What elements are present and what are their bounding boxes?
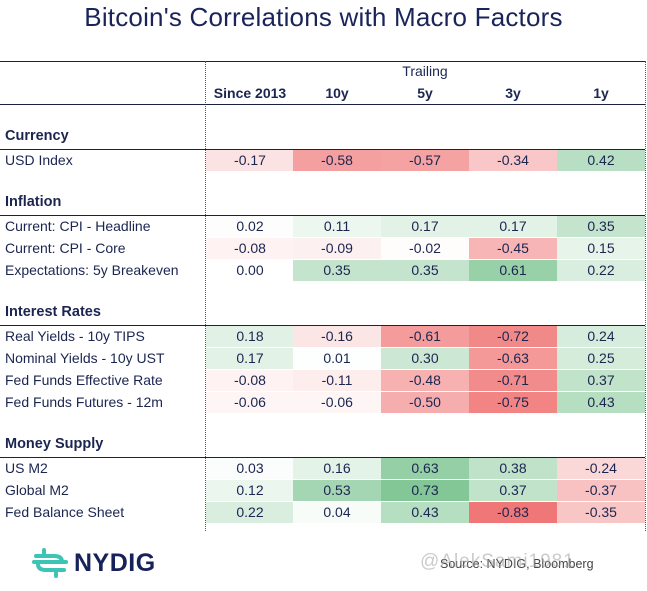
table-right-border bbox=[645, 61, 646, 531]
heatmap-cell: 0.53 bbox=[293, 480, 381, 501]
heatmap-cell: 0.43 bbox=[557, 392, 645, 413]
heatmap-cell: 0.03 bbox=[206, 458, 294, 479]
section-divider bbox=[0, 325, 645, 326]
heatmap-cell: 0.37 bbox=[469, 480, 557, 501]
section-header: Inflation bbox=[5, 194, 62, 210]
heatmap-cell: 0.04 bbox=[293, 502, 381, 523]
heatmap-cell: -0.83 bbox=[469, 502, 557, 523]
source-note: Source: NYDIG, Bloomberg bbox=[440, 557, 594, 571]
heatmap-cell: -0.24 bbox=[557, 458, 645, 479]
row-label: Fed Balance Sheet bbox=[5, 504, 125, 520]
heatmap-cell: 0.30 bbox=[381, 348, 469, 369]
heatmap-cell: -0.50 bbox=[381, 392, 469, 413]
heatmap-cell: -0.17 bbox=[206, 150, 294, 171]
heatmap-cell: -0.09 bbox=[293, 238, 381, 259]
heatmap-cell: -0.06 bbox=[293, 392, 381, 413]
heatmap-cell: 0.22 bbox=[206, 502, 294, 523]
heatmap-cell: -0.61 bbox=[381, 326, 469, 347]
heatmap-cell: 0.17 bbox=[469, 216, 557, 237]
heatmap-cell: 0.11 bbox=[293, 216, 381, 237]
heatmap-cell: 0.73 bbox=[381, 480, 469, 501]
heatmap-cell: -0.11 bbox=[293, 370, 381, 391]
column-header: 10y bbox=[325, 85, 349, 101]
row-label: Real Yields - 10y TIPS bbox=[5, 328, 145, 344]
heatmap-cell: -0.45 bbox=[469, 238, 557, 259]
column-header: Since 2013 bbox=[213, 85, 287, 101]
row-label: USD Index bbox=[5, 152, 73, 168]
nydig-logo-text: NYDIG bbox=[74, 548, 156, 577]
heatmap-cell: 0.35 bbox=[557, 216, 645, 237]
heatmap-cell: -0.37 bbox=[557, 480, 645, 501]
heatmap-cell: 0.63 bbox=[381, 458, 469, 479]
heatmap-cell: 0.43 bbox=[381, 502, 469, 523]
watermark: @AlekSami1981 bbox=[420, 551, 575, 572]
header-bottom-border bbox=[0, 104, 645, 105]
row-label: Current: CPI - Core bbox=[5, 240, 126, 256]
row-label: US M2 bbox=[5, 460, 48, 476]
heatmap-cell: -0.63 bbox=[469, 348, 557, 369]
chart-title: Bitcoin's Correlations with Macro Factor… bbox=[84, 2, 563, 32]
heatmap-cell: 0.38 bbox=[469, 458, 557, 479]
heatmap-cell: 0.22 bbox=[557, 260, 645, 281]
heatmap-cell: 0.35 bbox=[293, 260, 381, 281]
table-top-border bbox=[0, 61, 645, 62]
heatmap-cell: 0.25 bbox=[557, 348, 645, 369]
heatmap-cell: -0.48 bbox=[381, 370, 469, 391]
heatmap-cell: 0.01 bbox=[293, 348, 381, 369]
heatmap-cell: -0.58 bbox=[293, 150, 381, 171]
heatmap-cell: 0.00 bbox=[206, 260, 294, 281]
heatmap-cell: 0.15 bbox=[557, 238, 645, 259]
heatmap-cell: 0.12 bbox=[206, 480, 294, 501]
section-header: Currency bbox=[5, 128, 69, 144]
section-divider bbox=[0, 215, 645, 216]
column-header: 5y bbox=[417, 85, 433, 101]
heatmap-cell: 0.18 bbox=[206, 326, 294, 347]
heatmap-cell: 0.61 bbox=[469, 260, 557, 281]
heatmap-cell: 0.24 bbox=[557, 326, 645, 347]
section-header: Money Supply bbox=[5, 436, 104, 452]
heatmap-cell: 0.37 bbox=[557, 370, 645, 391]
label-column-divider bbox=[205, 61, 206, 531]
heatmap-cell: 0.17 bbox=[381, 216, 469, 237]
row-label: Fed Funds Futures - 12m bbox=[5, 394, 163, 410]
heatmap-cell: -0.34 bbox=[469, 150, 557, 171]
heatmap-cell: -0.02 bbox=[381, 238, 469, 259]
nydig-logo: NYDIG bbox=[32, 548, 156, 578]
heatmap-cell: -0.35 bbox=[557, 502, 645, 523]
heatmap-cell: -0.57 bbox=[381, 150, 469, 171]
heatmap-cell: 0.17 bbox=[206, 348, 294, 369]
heatmap-cell: -0.72 bbox=[469, 326, 557, 347]
heatmap-cell: -0.16 bbox=[293, 326, 381, 347]
heatmap-cell: 0.42 bbox=[557, 150, 645, 171]
row-label: Nominal Yields - 10y UST bbox=[5, 350, 165, 366]
column-header: 3y bbox=[505, 85, 521, 101]
heatmap-cell: 0.35 bbox=[381, 260, 469, 281]
row-label: Expectations: 5y Breakeven bbox=[5, 262, 179, 278]
section-header: Interest Rates bbox=[5, 304, 101, 320]
nydig-logo-icon bbox=[32, 548, 68, 578]
heatmap-cell: -0.08 bbox=[206, 238, 294, 259]
heatmap-cell: 0.02 bbox=[206, 216, 294, 237]
column-header: 1y bbox=[593, 85, 609, 101]
row-label: Current: CPI - Headline bbox=[5, 218, 151, 234]
heatmap-cell: 0.16 bbox=[293, 458, 381, 479]
heatmap-cell: -0.06 bbox=[206, 392, 294, 413]
row-label: Fed Funds Effective Rate bbox=[5, 372, 163, 388]
heatmap-cell: -0.75 bbox=[469, 392, 557, 413]
heatmap-cell: -0.71 bbox=[469, 370, 557, 391]
correlation-table: Trailing Since 2013 10y 5y 3y 1y Currency USD… bbox=[0, 61, 647, 531]
section-divider bbox=[0, 149, 645, 150]
trailing-group-header: Trailing bbox=[402, 63, 448, 79]
heatmap-cell: -0.08 bbox=[206, 370, 294, 391]
section-divider bbox=[0, 457, 645, 458]
row-label: Global M2 bbox=[5, 482, 69, 498]
